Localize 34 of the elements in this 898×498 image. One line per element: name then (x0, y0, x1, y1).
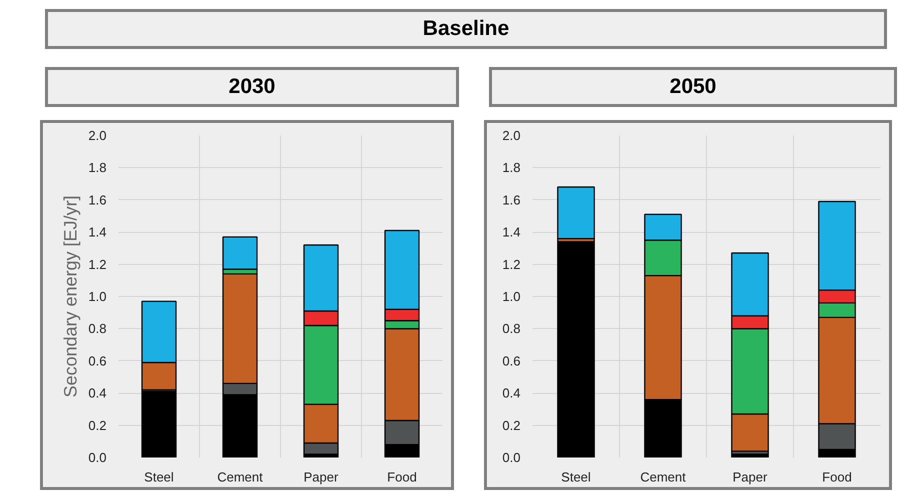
x-tick-label: Steel (144, 470, 174, 484)
chart-title: 2050 (670, 74, 716, 100)
y-tick-label: 0.4 (88, 386, 107, 401)
y-tick-label: 0.0 (502, 450, 521, 465)
y-tick-label: 1.2 (88, 256, 107, 272)
y-tick-label: 0.4 (502, 386, 521, 401)
x-tick-label: Steel (561, 470, 591, 484)
y-tick-label: 0.8 (88, 321, 107, 336)
y-tick-label: 1.0 (502, 289, 521, 304)
x-tick-label: Food (387, 470, 417, 484)
x-tick-label: Paper (304, 470, 340, 484)
y-tick-label: 1.2 (502, 256, 521, 272)
x-tick-label: Cement (640, 470, 686, 484)
y-tick-label: 1.6 (502, 192, 521, 208)
y-tick-label: 1.0 (88, 289, 107, 304)
text: Baseline (422, 16, 510, 42)
x-tick-label: Paper (732, 470, 768, 484)
y-tick-label: 1.6 (88, 192, 107, 208)
x-tick-label: Cement (217, 470, 264, 484)
y-tick-label: 0.2 (88, 418, 107, 433)
y-tick-label: 1.8 (502, 160, 521, 176)
y-tick-label: 1.4 (88, 224, 107, 240)
x-tick-label: Food (822, 470, 852, 484)
y-tick-label: 0.6 (88, 353, 107, 368)
y-axis-title: Secondary energy [EJ/yr] (60, 195, 80, 398)
y-tick-label: 2.0 (88, 128, 107, 143)
y-tick-label: 2.0 (502, 128, 521, 143)
y-tick-label: 0.0 (88, 450, 107, 465)
y-tick-label: 0.8 (502, 321, 521, 336)
chart-title: 2030 (228, 74, 276, 100)
y-tick-label: 0.6 (502, 353, 521, 368)
y-tick-label: 0.2 (502, 418, 521, 433)
y-tick-label: 1.4 (502, 224, 521, 240)
y-tick-label: 1.8 (88, 160, 107, 176)
